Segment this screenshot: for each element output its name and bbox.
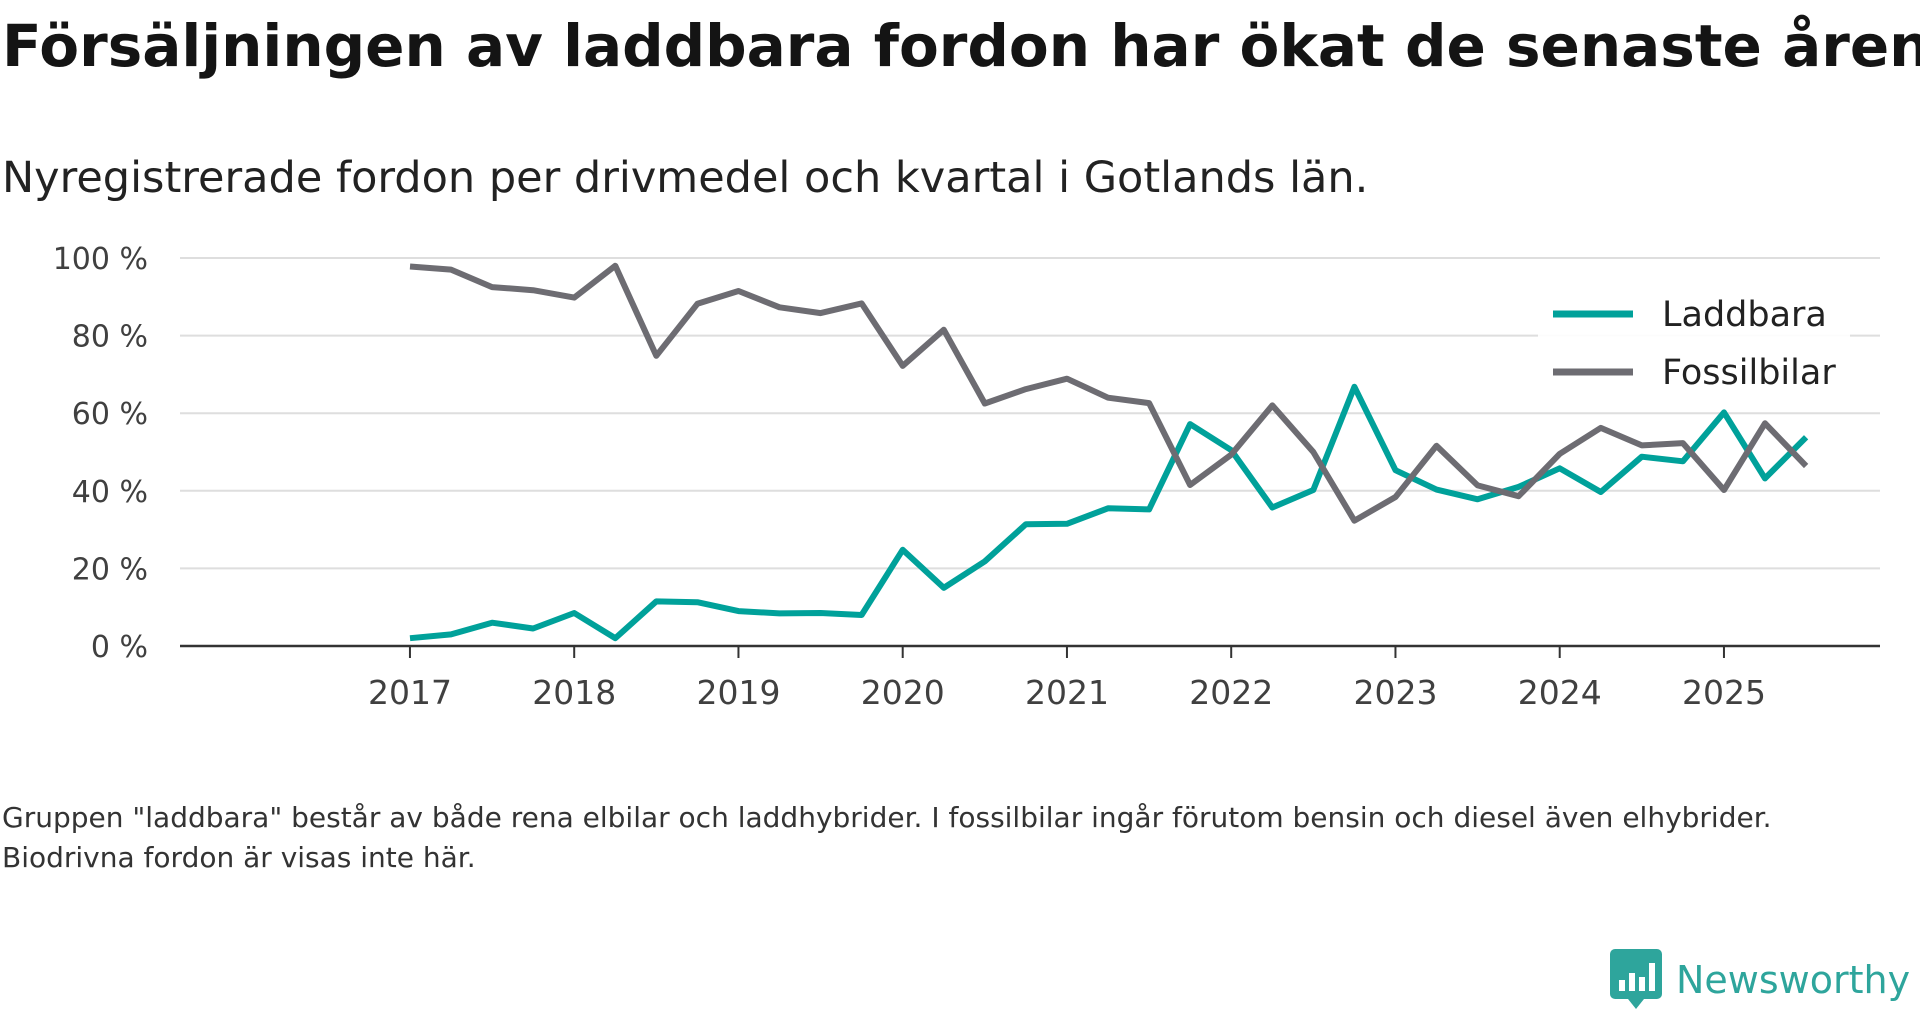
footnote: Gruppen "laddbara" består av både rena e… <box>2 801 1772 874</box>
legend: Laddbara Fossilbilar <box>1538 282 1850 406</box>
legend-background <box>1538 282 1850 406</box>
y-tick-label-20: 20 % <box>72 552 148 587</box>
y-tick-label-100: 100 % <box>53 242 148 277</box>
y-tick-label-0: 0 % <box>91 630 148 665</box>
newsworthy-logo-icon <box>1610 949 1662 1009</box>
x-tick-label-2019: 2019 <box>696 673 780 712</box>
x-tick-label-2018: 2018 <box>532 673 616 712</box>
y-tick-label-40: 40 % <box>72 475 148 510</box>
legend-label-fossilbilar: Fossilbilar <box>1662 353 1836 393</box>
y-axis: 0 % 20 % 40 % 60 % 80 % 100 % <box>53 242 148 665</box>
brand-name: Newsworthy <box>1676 958 1911 1002</box>
legend-label-laddbara: Laddbara <box>1662 295 1827 335</box>
x-tick-label-2025: 2025 <box>1682 673 1766 712</box>
brand: Newsworthy <box>1610 948 1910 1012</box>
x-tick-label-2020: 2020 <box>861 673 945 712</box>
line-chart: 0 % 20 % 40 % 60 % 80 % 100 % 2017 2018 2019 202… <box>53 242 1880 712</box>
chart-title: Försäljningen av laddbara fordon har öka… <box>2 12 1920 80</box>
series-lines <box>409 262 1809 642</box>
x-tick-label-2023: 2023 <box>1353 673 1437 712</box>
x-tick-label-2017: 2017 <box>368 673 452 712</box>
x-tick-label-2024: 2024 <box>1518 673 1602 712</box>
y-tick-label-60: 60 % <box>72 397 148 432</box>
series-line-fossilbilar <box>409 262 1809 524</box>
x-tick-label-2022: 2022 <box>1189 673 1273 712</box>
chart-subtitle: Nyregistrerade fordon per drivmedel och … <box>2 153 1369 203</box>
x-axis: 2017 2018 2019 2020 2021 2022 2023 2024 2025 <box>180 644 1880 712</box>
y-tick-label-80: 80 % <box>72 320 148 355</box>
series-line-laddbara <box>409 383 1809 642</box>
x-tick-label-2021: 2021 <box>1025 673 1109 712</box>
